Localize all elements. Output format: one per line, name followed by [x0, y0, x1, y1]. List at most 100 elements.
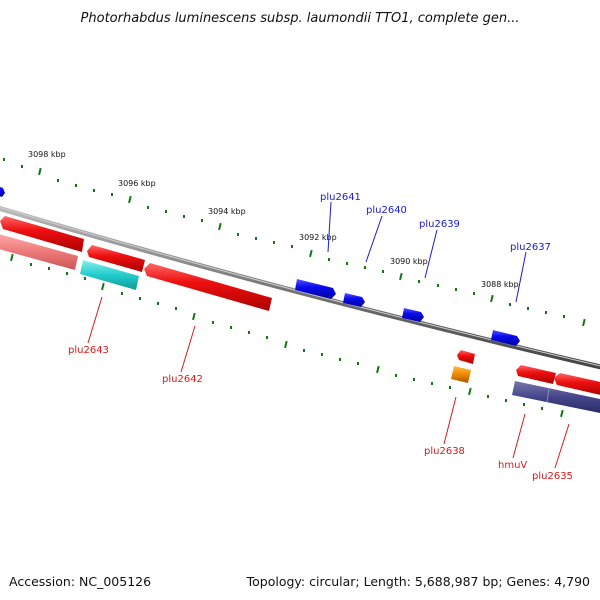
- scale-dot: [449, 386, 451, 389]
- scale-dot: [84, 277, 86, 280]
- leader-plu2640: [365, 215, 383, 263]
- scale-label: 3098 kbp: [28, 150, 66, 159]
- label-hmuV[interactable]: hmuV: [498, 460, 527, 471]
- scale-dot: [523, 403, 525, 406]
- scale-dot: [21, 165, 23, 168]
- scale-dot: [346, 262, 348, 265]
- gene-plu2643[interactable]: [0, 233, 78, 270]
- leader-plu2641: [327, 201, 332, 253]
- scale-dot: [505, 399, 507, 402]
- label-plu2639[interactable]: plu2639: [419, 219, 460, 230]
- gene-plu2642[interactable]: [144, 263, 272, 311]
- scale-dot: [255, 237, 257, 240]
- scale-tick: [284, 340, 288, 349]
- scale-dot: [395, 374, 397, 377]
- scale-dot: [527, 307, 529, 310]
- genome-title: Photorhabdus luminescens subsp. laumondi…: [81, 11, 520, 26]
- scale-dot: [175, 307, 177, 310]
- reverse-strand-genes: [0, 216, 600, 396]
- label-plu2635[interactable]: plu2635: [532, 471, 573, 482]
- scale-tick: [218, 222, 222, 231]
- scale-dot: [418, 280, 420, 283]
- scale-dot: [248, 331, 250, 334]
- scale-label: 3094 kbp: [208, 207, 246, 216]
- leader-plu2635: [554, 423, 570, 469]
- scale-tick: [490, 294, 494, 303]
- scale-dot: [75, 184, 77, 187]
- scale-dot: [201, 219, 203, 222]
- forward-strand-genes: [0, 185, 520, 346]
- gene-red-hmuV-upper[interactable]: [516, 365, 556, 384]
- scale-dot: [328, 258, 330, 261]
- scale-dot: [431, 382, 433, 385]
- scale-dot: [545, 311, 547, 314]
- gene-plu2638-red[interactable]: [457, 350, 475, 364]
- gene-red-right[interactable]: [554, 373, 600, 396]
- scale-dot: [487, 395, 489, 398]
- label-plu2642[interactable]: plu2642: [162, 374, 203, 385]
- gene-cyan[interactable]: [80, 260, 139, 290]
- scale-dot: [455, 288, 457, 291]
- label-plu2643[interactable]: plu2643: [68, 345, 109, 356]
- gene-plu2637[interactable]: [491, 330, 520, 346]
- gene-plu2640[interactable]: [343, 293, 365, 307]
- gene-labels: plu2641 plu2640 plu2639 plu2637 plu2643 …: [68, 192, 573, 482]
- scale-dot: [237, 233, 239, 236]
- scale-dot: [273, 241, 275, 244]
- leader-plu2638: [443, 396, 457, 445]
- gene-red-2[interactable]: [87, 245, 145, 272]
- label-plu2638[interactable]: plu2638: [424, 446, 465, 457]
- scale-tick: [399, 272, 403, 281]
- gene-hmuV[interactable]: [512, 381, 600, 414]
- scale-label: 3096 kbp: [118, 179, 156, 188]
- gene-divider: [546, 387, 550, 403]
- scale-dot: [364, 266, 366, 269]
- scale-dot: [93, 189, 95, 192]
- leader-plu2637: [515, 251, 527, 303]
- gene-plu2639[interactable]: [402, 308, 424, 322]
- scale-tick: [101, 282, 105, 291]
- gene-partial-blue[interactable]: [0, 185, 5, 197]
- scale-dot: [291, 245, 293, 248]
- leader-lines: [87, 201, 570, 469]
- scale-tick: [128, 195, 132, 204]
- scale-dot: [357, 362, 359, 365]
- scale-dot: [139, 297, 141, 300]
- scale-dot: [473, 292, 475, 295]
- scale-label: 3092 kbp: [299, 233, 337, 242]
- scale-dot: [57, 179, 59, 182]
- gene-plu2641[interactable]: [295, 279, 336, 299]
- scale-dot: [111, 193, 113, 196]
- label-plu2641[interactable]: plu2641: [320, 192, 361, 203]
- scale-tick: [10, 253, 14, 262]
- leader-hmuV: [512, 413, 526, 459]
- lower-scale-track: [10, 253, 564, 418]
- scale-label: 3088 kbp: [481, 280, 519, 289]
- scale-tick: [38, 167, 42, 176]
- upper-scale-track: [3, 158, 586, 327]
- genome-backbone: [0, 205, 600, 370]
- scale-dot: [165, 210, 167, 213]
- accession-text: Accession: NC_005126: [9, 574, 151, 589]
- scale-dot: [541, 407, 543, 410]
- leader-plu2643: [87, 296, 103, 344]
- scale-dot: [382, 270, 384, 273]
- scale-dot: [30, 263, 32, 266]
- leader-plu2642: [180, 325, 196, 373]
- label-plu2637[interactable]: plu2637: [510, 242, 551, 253]
- scale-dot: [3, 158, 5, 161]
- scale-dot: [147, 206, 149, 209]
- scale-dot: [321, 353, 323, 356]
- scale-dot: [266, 336, 268, 339]
- label-plu2640[interactable]: plu2640: [366, 205, 407, 216]
- scale-dot: [230, 326, 232, 329]
- scale-dot: [437, 284, 439, 287]
- scale-tick: [309, 249, 313, 258]
- scale-dot: [413, 378, 415, 381]
- gene-red-1[interactable]: [0, 216, 84, 252]
- scale-label: 3090 kbp: [390, 257, 428, 266]
- scale-dot: [509, 303, 511, 306]
- gene-orange[interactable]: [451, 366, 471, 383]
- scale-dot: [212, 321, 214, 324]
